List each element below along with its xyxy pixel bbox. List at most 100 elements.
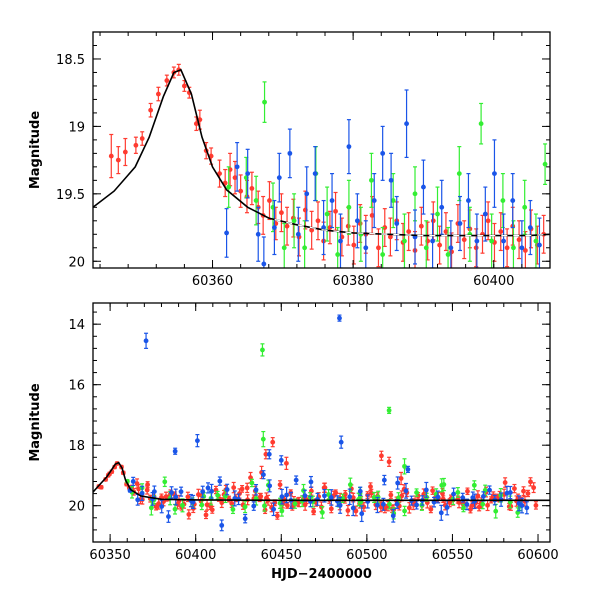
data-point-marker <box>238 188 244 194</box>
series-0-point <box>388 217 393 257</box>
series-0-point <box>108 133 114 179</box>
series-1-point <box>346 179 352 235</box>
data-point-marker <box>498 229 504 234</box>
series-1-point <box>281 222 287 268</box>
data-point-marker <box>271 225 277 230</box>
data-point-marker <box>487 487 492 493</box>
series-0-point <box>258 492 264 500</box>
data-point-marker <box>527 225 533 230</box>
series-0-point <box>345 504 351 517</box>
series-2-point <box>151 485 157 498</box>
data-point-marker <box>291 218 297 224</box>
data-point-marker <box>293 477 299 483</box>
series-0-point <box>418 206 424 246</box>
data-point-marker <box>279 508 285 514</box>
series-0-point <box>279 193 284 233</box>
data-point-marker <box>182 83 187 89</box>
series-0-point <box>196 488 201 501</box>
series-0-point <box>350 492 356 503</box>
data-point-marker <box>394 501 400 507</box>
data-point-marker <box>148 107 154 113</box>
data-point-marker <box>262 503 267 509</box>
series-2-point <box>224 483 230 496</box>
data-point-marker <box>200 489 206 495</box>
series-2-point <box>524 501 530 515</box>
series-2-point <box>279 488 285 505</box>
series-0-point <box>521 486 526 497</box>
data-point-marker <box>292 501 298 507</box>
data-point-marker <box>261 261 267 267</box>
data-point-marker <box>156 501 162 507</box>
series-2-point <box>487 485 492 495</box>
series-2-outlier-point <box>278 455 284 466</box>
data-point-marker <box>402 508 407 514</box>
data-point-marker <box>322 485 328 491</box>
series-2-point <box>295 206 301 262</box>
data-point-marker <box>516 237 522 243</box>
data-point-marker <box>402 463 407 469</box>
data-point-marker <box>421 184 426 190</box>
data-point-marker <box>242 516 248 522</box>
data-point-marker <box>270 439 276 445</box>
data-point-marker <box>430 238 435 244</box>
series-2-point <box>404 89 409 159</box>
data-point-marker <box>441 482 447 487</box>
data-point-marker <box>379 453 384 459</box>
data-point-marker <box>279 210 284 216</box>
data-point-marker <box>350 505 356 511</box>
data-point-marker <box>230 507 236 512</box>
series-1-point <box>435 186 440 242</box>
series-1-point <box>262 81 267 123</box>
series-2-point <box>423 481 429 498</box>
series-0-outlier-point <box>284 456 289 470</box>
data-point-marker <box>369 213 375 218</box>
series-1-point <box>471 480 477 491</box>
model-curve-dash-overlay <box>268 217 550 237</box>
data-point-marker <box>466 198 471 203</box>
series-1-point <box>445 226 451 268</box>
data-point-marker <box>465 488 470 494</box>
data-point-marker <box>151 489 157 494</box>
top-panel: 60360 60380 60400 18.5 19 19.5 20 Magnitude <box>28 31 551 289</box>
series-2-point <box>457 195 463 252</box>
series-0-point <box>437 225 443 265</box>
series-0-point <box>473 228 479 268</box>
data-point-marker <box>263 451 269 457</box>
series-2-point <box>328 489 334 506</box>
series-1-point <box>455 487 461 498</box>
series-1-point <box>402 213 407 268</box>
data-point-marker <box>284 492 290 498</box>
series-2-point <box>380 125 386 181</box>
series-2-outlier-point <box>395 476 401 490</box>
series-2-point <box>346 119 352 175</box>
data-point-marker <box>226 184 232 190</box>
data-point-marker <box>159 504 165 509</box>
series-0-point <box>249 171 255 206</box>
series-0-point <box>498 212 504 252</box>
series-2-point <box>394 195 400 252</box>
data-point-marker <box>232 175 238 181</box>
data-point-marker <box>338 238 343 244</box>
series-2-point <box>173 488 179 506</box>
data-point-marker <box>423 245 429 251</box>
data-point-marker <box>308 479 314 485</box>
data-point-marker <box>363 245 369 251</box>
data-point-marker <box>333 490 339 496</box>
data-point-marker <box>388 234 393 240</box>
model-curve <box>93 68 550 237</box>
data-point-marker <box>302 493 308 499</box>
series-2-outlier-point <box>266 449 272 460</box>
data-point-marker <box>412 191 418 197</box>
series-2-point <box>190 494 196 509</box>
data-point-marker <box>390 198 396 203</box>
data-point-marker <box>219 522 225 528</box>
series-0-point <box>209 505 215 514</box>
data-point-marker <box>199 502 205 508</box>
data-point-marker <box>388 492 394 498</box>
data-point-marker <box>278 457 284 463</box>
data-point-marker <box>201 494 207 499</box>
series-0-point <box>139 131 145 146</box>
series-1-point <box>249 478 255 488</box>
series-1-point <box>162 476 168 488</box>
